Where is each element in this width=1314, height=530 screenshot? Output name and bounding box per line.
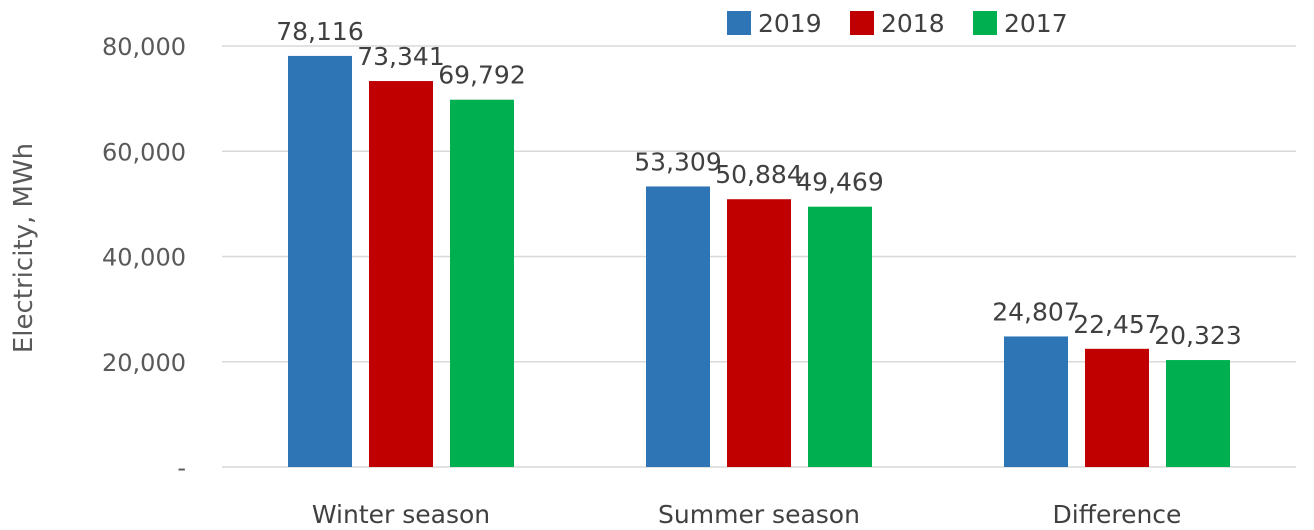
- bar-2018: [727, 199, 791, 467]
- y-tick-label: 40,000: [102, 244, 186, 272]
- legend-label: 2018: [881, 9, 945, 38]
- data-label: 78,116: [276, 17, 363, 46]
- y-axis-ticks: - 20,000 40,000 60,000 80,000: [102, 33, 186, 482]
- legend-swatch-2017: [973, 11, 997, 35]
- category-label: Winter season: [312, 500, 490, 529]
- data-label: 49,469: [796, 168, 883, 197]
- legend-swatch-2019: [727, 11, 751, 35]
- legend: 2019 2018 2017: [727, 9, 1068, 38]
- data-label: 53,309: [634, 147, 721, 176]
- bar-2019: [1004, 336, 1068, 467]
- bar-2018: [369, 81, 433, 468]
- legend-label: 2017: [1004, 9, 1068, 38]
- category-labels: Winter season Summer season Difference: [312, 500, 1182, 529]
- y-tick-label: 20,000: [102, 349, 186, 377]
- bar-2019: [646, 186, 710, 468]
- data-label: 73,341: [357, 42, 444, 71]
- y-axis-title: Electricity, MWh: [9, 143, 39, 353]
- data-label: 69,792: [438, 61, 525, 90]
- bar-2019: [288, 55, 352, 467]
- data-label: 20,323: [1154, 321, 1241, 350]
- y-tick-label: 80,000: [102, 33, 186, 61]
- data-label: 50,884: [715, 160, 802, 189]
- legend-swatch-2018: [850, 11, 874, 35]
- data-label: 22,457: [1073, 310, 1160, 339]
- bar-2017: [450, 99, 514, 467]
- y-tick-label: 60,000: [102, 138, 186, 166]
- legend-label: 2019: [758, 9, 822, 38]
- data-label: 24,807: [992, 297, 1079, 326]
- bar-2018: [1085, 348, 1149, 467]
- bar-2017: [1166, 360, 1230, 467]
- category-label: Difference: [1053, 500, 1182, 529]
- category-label: Summer season: [658, 500, 860, 529]
- y-tick-label: -: [177, 454, 186, 482]
- bar-2017: [808, 206, 872, 468]
- bars: [288, 55, 1230, 468]
